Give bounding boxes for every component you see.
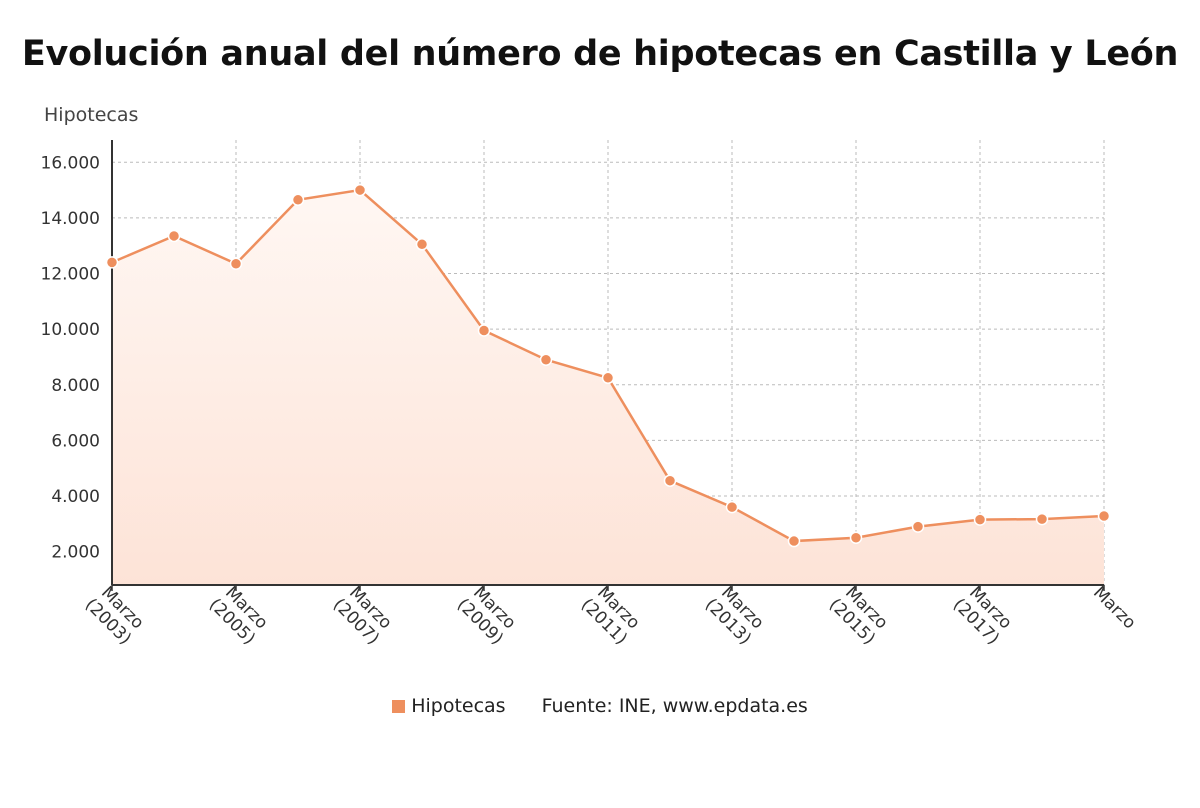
x-tick-label-5: Marzo(2013) [701,583,768,649]
x-tick-label-6: Marzo(2015) [825,583,892,649]
source-note: Fuente: INE, www.epdata.es [541,695,808,717]
data-point-2014 [787,534,801,548]
data-point-2010 [539,353,553,366]
chart-title: Evolución anual del número de hipotecas … [21,34,1179,74]
data-point-2008 [415,238,429,251]
x-tick-label-8-line-0: Marzo [1089,583,1139,633]
axes [111,140,1105,591]
area-fill [112,190,1104,585]
x-tick-label-8: Marzo [1089,583,1139,633]
y-tick-label-3: 8.000 [51,376,100,396]
y-tick-labels: 2.000 4.000 6.000 8.000 10.000 12.000 14.000 16… [41,153,100,562]
data-point-2005 [229,257,243,271]
y-tick-label-6: 14.000 [41,209,100,229]
x-tick-label-0: Marzo(2003) [81,583,148,649]
data-points [105,183,1111,548]
y-tick-label-2: 6.000 [51,431,100,451]
y-tick-label-1: 4.000 [51,487,100,507]
legend-label: Hipotecas [411,695,506,717]
data-point-2015 [849,531,863,544]
x-tick-label-3: Marzo(2009) [453,583,520,649]
legend-swatch [392,700,406,713]
data-point-2017 [973,513,987,526]
data-point-2006 [291,193,305,207]
data-point-2012 [663,474,677,487]
data-point-2016 [911,520,925,533]
x-tick-labels: Marzo(2003) Marzo(2005) Marzo(2007) Marzo(2… [81,583,1140,649]
data-point-2009 [477,324,491,337]
y-axis-label: Hipotecas [44,104,138,126]
y-tick-label-5: 12.000 [41,265,100,285]
data-point-2003 [105,256,119,269]
x-tick-label-2: Marzo(2007) [329,583,396,649]
x-tick-label-1: Marzo(2005) [205,583,272,649]
y-tick-label-7: 16.000 [41,153,100,173]
x-tick-label-7: Marzo(2017) [949,583,1016,649]
data-point-2011 [601,371,615,385]
x-tick-label-4: Marzo(2011) [577,583,644,649]
y-tick-label-0: 2.000 [51,543,100,563]
data-point-2018 [1035,512,1049,526]
y-tick-label-4: 10.000 [41,320,100,340]
data-point-2004 [167,229,181,243]
data-point-2013 [725,500,739,514]
data-point-2019 [1097,509,1111,523]
legend: Hipotecas Fuente: INE, www.epdata.es [0,695,1200,717]
data-point-2007 [353,183,367,197]
